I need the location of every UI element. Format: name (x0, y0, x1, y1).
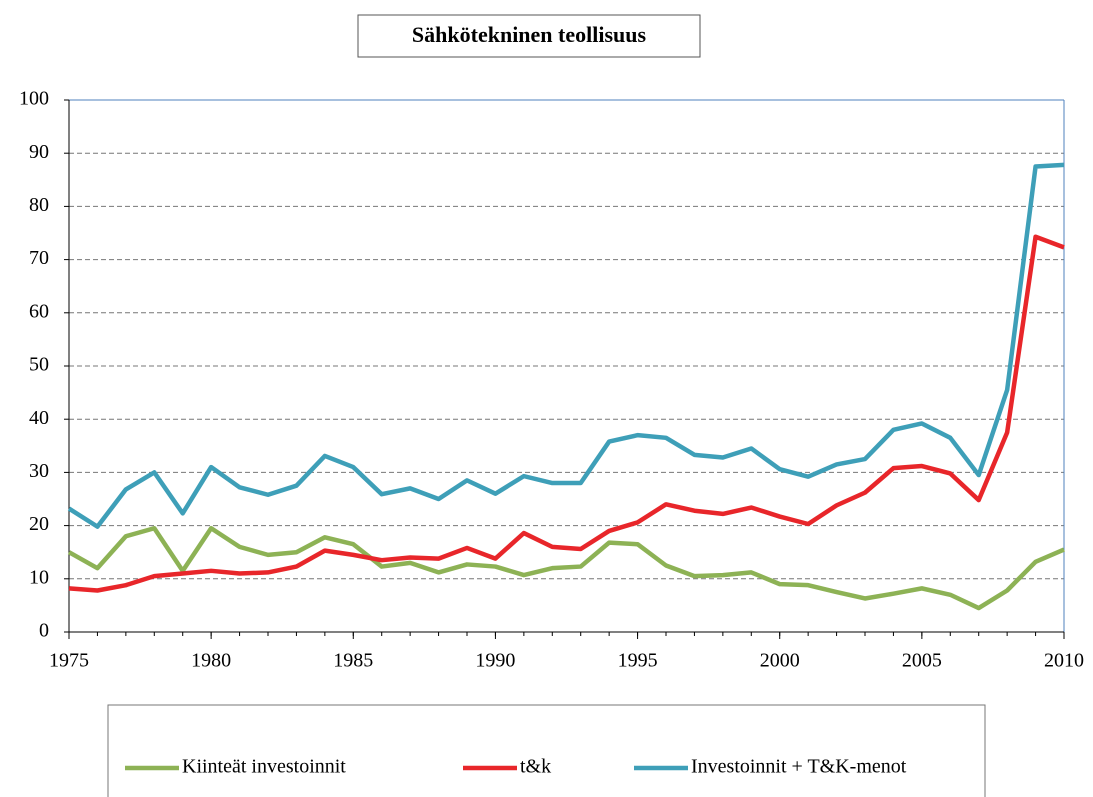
legend-label: Kiinteät investoinnit (182, 756, 346, 778)
y-tick-label: 50 (29, 354, 49, 376)
series-line (67, 526, 1065, 611)
y-tick-label: 0 (39, 620, 49, 642)
chart-title: Sähkötekninen teollisuus (412, 22, 647, 47)
y-tick-label: 60 (29, 300, 49, 322)
y-tick-label: 90 (29, 141, 49, 163)
x-tick-label: 1985 (333, 650, 373, 672)
title-box (357, 14, 701, 58)
y-tick-label: 70 (29, 247, 49, 269)
x-tick-label: 1975 (49, 650, 89, 672)
x-tick-label: 2010 (1044, 650, 1084, 672)
x-tick-label: 2005 (902, 650, 942, 672)
y-tick-label: 30 (29, 460, 49, 482)
x-tick-label: 1990 (475, 650, 515, 672)
x-tick-label: 1995 (618, 650, 658, 672)
y-tick-label: 20 (29, 513, 49, 535)
y-tick-label: 40 (29, 407, 49, 429)
series-line (67, 162, 1065, 529)
y-tick-label: 80 (29, 194, 49, 216)
series-line (68, 234, 1065, 593)
legend-label: t&k (520, 756, 551, 778)
legend-box (107, 704, 986, 797)
x-tick-label: 1980 (191, 650, 231, 672)
legend-label: Investoinnit + T&K-menot (691, 756, 907, 778)
y-tick-label: 10 (29, 566, 49, 588)
x-tick-label: 2000 (760, 650, 800, 672)
y-tick-label: 100 (19, 88, 49, 110)
